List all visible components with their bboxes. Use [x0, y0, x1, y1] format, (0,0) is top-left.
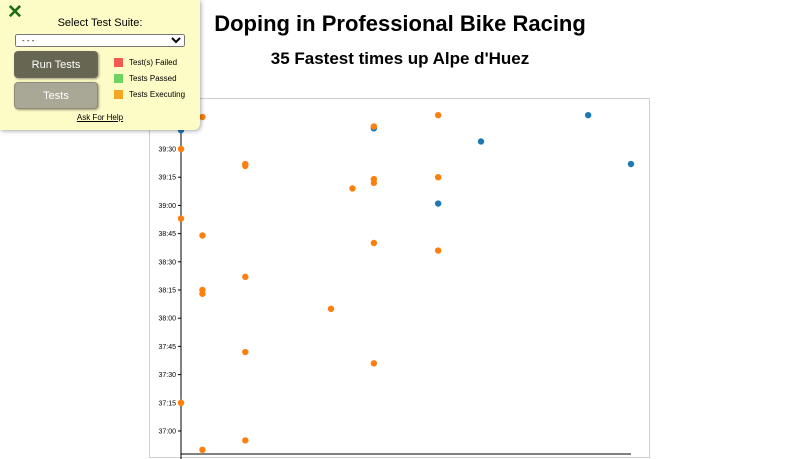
legend-passed: Tests Passed [114, 73, 177, 83]
tests-button[interactable]: Tests [14, 82, 98, 109]
failed-swatch [114, 57, 123, 67]
suite-label: Select Test Suite: [57, 17, 143, 29]
y-tick-label: 38:30 [158, 259, 176, 266]
y-tick-label: 37:00 [158, 429, 176, 436]
data-point[interactable] [199, 113, 206, 121]
legend-failed-label: Test(s) Failed [129, 57, 178, 67]
data-point[interactable] [434, 247, 442, 254]
data-point[interactable] [177, 145, 185, 153]
y-tick-label: 38:45 [158, 231, 176, 238]
legend-executing: Tests Executing [114, 89, 185, 99]
y-tick-label: 38:00 [158, 316, 176, 323]
y-tick-label: 37:30 [158, 372, 176, 379]
legend-passed-label: Tests Passed [129, 73, 177, 83]
legend-executing-label: Tests Executing [129, 89, 186, 99]
data-point[interactable] [477, 138, 485, 145]
y-axis: 37:00 37:15 37:30 37:45 38:00 38:15 38:30 38:45… [158, 109, 182, 459]
chart-area: 37:00 37:15 37:30 37:45 38:00 38:15 38:30 38:45… [149, 98, 650, 459]
y-tick-label: 37:15 [158, 400, 176, 407]
data-point[interactable] [177, 399, 185, 406]
data-point[interactable] [370, 123, 378, 130]
test-suite-panel: ✕ Select Test Suite: - - - Run Tests Tes… [0, 0, 200, 130]
y-tick-label: 39:30 [158, 147, 176, 154]
run-tests-button[interactable]: Run Tests [14, 51, 98, 78]
data-point[interactable] [584, 111, 592, 119]
data-point[interactable] [370, 179, 378, 187]
page-title: Doping in Professional Bike Racing [214, 11, 586, 36]
data-point[interactable] [177, 215, 185, 222]
passed-swatch [114, 73, 123, 83]
executing-swatch [114, 89, 123, 99]
data-point[interactable] [434, 174, 442, 181]
data-point[interactable] [434, 111, 442, 119]
y-tick-label: 38:15 [158, 288, 176, 295]
data-point[interactable] [199, 232, 206, 239]
y-tick-label: 37:45 [158, 344, 176, 351]
test-suite-select[interactable]: - - - [15, 34, 185, 47]
chart-subtitle: 35 Fastest times up Alpe d'Huez [270, 49, 530, 68]
data-point[interactable] [370, 239, 378, 247]
close-icon[interactable]: ✕ [7, 2, 23, 23]
data-point[interactable] [242, 437, 249, 444]
ask-for-help-link[interactable]: Ask For Help [76, 113, 124, 122]
data-point[interactable] [242, 162, 249, 170]
data-points [177, 111, 635, 453]
data-point[interactable] [242, 273, 249, 281]
data-point[interactable] [327, 305, 335, 312]
data-point[interactable] [242, 348, 249, 356]
data-point[interactable] [627, 160, 635, 168]
y-tick-label: 39:00 [158, 203, 176, 210]
legend-failed: Test(s) Failed [114, 57, 177, 67]
y-tick-label: 39:15 [158, 175, 176, 182]
data-point[interactable] [370, 360, 378, 367]
data-point[interactable] [349, 185, 356, 192]
data-point[interactable] [434, 200, 442, 207]
scatter-plot: 37:00 37:15 37:30 37:45 38:00 38:15 38:30 38:45… [158, 109, 635, 459]
data-point[interactable] [199, 290, 206, 297]
